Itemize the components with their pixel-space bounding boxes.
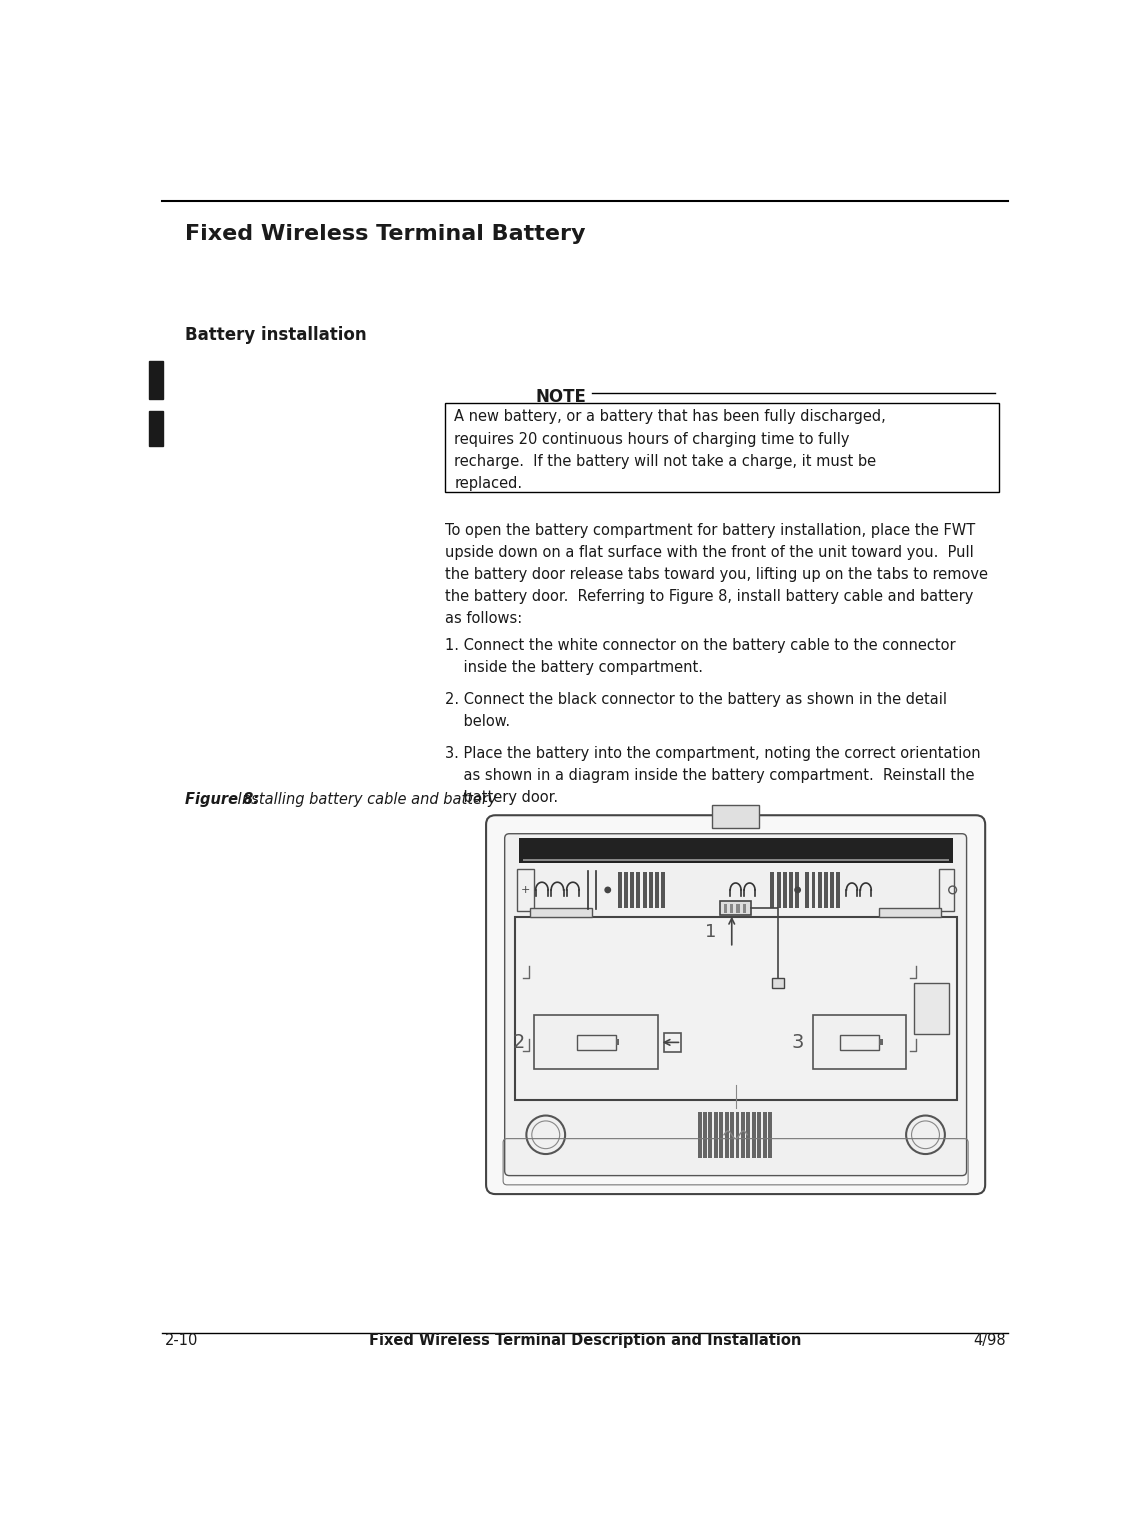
Text: 2. Connect the black connector to the battery as shown in the detail
    below.: 2. Connect the black connector to the ba… [445, 692, 947, 729]
Bar [757, 1112, 762, 1158]
Bar [721, 901, 751, 915]
Bar [518, 838, 952, 863]
Bar [751, 1112, 756, 1158]
Bar [735, 1112, 740, 1158]
Bar [523, 859, 949, 861]
Text: NOTE: NOTE [536, 388, 587, 406]
Bar [661, 872, 665, 907]
Circle shape [605, 887, 611, 893]
Bar [713, 806, 759, 829]
Text: 2: 2 [513, 1033, 525, 1052]
Bar [649, 872, 653, 907]
Bar [879, 1039, 883, 1045]
Text: 1. Connect the white connector on the battery cable to the connector
    inside : 1. Connect the white connector on the ba… [445, 639, 956, 676]
Bar [777, 872, 781, 907]
Bar [698, 1112, 701, 1158]
Text: Installing battery cable and battery: Installing battery cable and battery [233, 792, 497, 807]
Bar [624, 872, 628, 907]
Text: 4/98: 4/98 [973, 1333, 1006, 1348]
Bar [771, 872, 774, 907]
Text: A new battery, or a battery that has been fully discharged,
requires 20 continuo: A new battery, or a battery that has bee… [455, 409, 886, 492]
Bar [742, 904, 746, 913]
Bar [656, 872, 659, 907]
Bar [730, 1112, 734, 1158]
Bar [618, 872, 621, 907]
Bar [708, 1112, 713, 1158]
Text: Battery installation: Battery installation [185, 326, 367, 345]
Bar [879, 907, 941, 916]
Bar [769, 1112, 772, 1158]
Text: 2: 2 [148, 371, 164, 391]
Bar [772, 979, 785, 988]
Text: Fixed Wireless Terminal Description and Installation: Fixed Wireless Terminal Description and … [369, 1333, 802, 1348]
Bar [914, 984, 949, 1034]
Bar [636, 872, 641, 907]
Text: 3: 3 [791, 1033, 804, 1052]
Bar [703, 1112, 707, 1158]
Bar [719, 1112, 723, 1158]
Text: Figure 8:: Figure 8: [185, 792, 259, 807]
Bar [730, 904, 733, 913]
Bar [818, 872, 821, 907]
Text: +: + [521, 885, 530, 895]
Bar [812, 872, 815, 907]
Text: 3. Place the battery into the compartment, noting the correct orientation
    as: 3. Place the battery into the compartmen… [445, 746, 981, 806]
Bar [783, 872, 787, 907]
Bar [148, 362, 163, 400]
Bar [714, 1112, 718, 1158]
Text: 1: 1 [705, 924, 716, 941]
Bar [725, 1112, 729, 1158]
Text: To open the battery compartment for battery installation, place the FWT
upside d: To open the battery compartment for batt… [445, 522, 988, 627]
Bar [577, 1034, 616, 1049]
Bar [643, 872, 646, 907]
Bar [825, 872, 828, 907]
Bar [836, 872, 841, 907]
Bar [534, 1016, 658, 1069]
Bar [830, 872, 834, 907]
Bar [813, 1016, 906, 1069]
Bar [741, 1112, 745, 1158]
Bar [841, 1034, 879, 1049]
Bar [737, 904, 740, 913]
Bar [665, 1033, 682, 1051]
Bar [805, 872, 810, 907]
FancyBboxPatch shape [486, 815, 986, 1193]
Bar [789, 872, 793, 907]
Bar [445, 403, 999, 492]
Text: Fixed Wireless Terminal Battery: Fixed Wireless Terminal Battery [185, 224, 586, 244]
Bar [939, 869, 955, 910]
Circle shape [795, 887, 801, 893]
Bar [148, 411, 163, 446]
Bar [630, 872, 634, 907]
FancyBboxPatch shape [505, 833, 966, 1175]
Text: 2-10: 2-10 [164, 1333, 198, 1348]
Bar [530, 907, 593, 916]
Bar [616, 1039, 619, 1045]
Bar [795, 872, 799, 907]
Bar [747, 1112, 750, 1158]
Bar [763, 1112, 766, 1158]
Bar [724, 904, 727, 913]
Bar [515, 916, 957, 1100]
Bar [517, 869, 534, 910]
